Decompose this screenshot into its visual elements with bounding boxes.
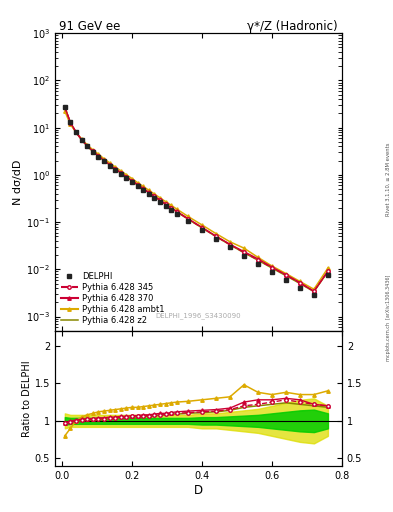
X-axis label: D: D [194,483,203,497]
Legend: DELPHI, Pythia 6.428 345, Pythia 6.428 370, Pythia 6.428 ambt1, Pythia 6.428 z2: DELPHI, Pythia 6.428 345, Pythia 6.428 3… [59,270,166,327]
Text: DELPHI_1996_S3430090: DELPHI_1996_S3430090 [156,312,241,319]
Text: γ*/Z (Hadronic): γ*/Z (Hadronic) [247,20,338,33]
Y-axis label: N dσ/dD: N dσ/dD [13,159,24,205]
Text: Rivet 3.1.10, ≥ 2.8M events: Rivet 3.1.10, ≥ 2.8M events [386,142,391,216]
Text: mcplots.cern.ch  [arXiv:1306.3436]: mcplots.cern.ch [arXiv:1306.3436] [386,274,391,360]
Y-axis label: Ratio to DELPHI: Ratio to DELPHI [22,360,32,437]
Text: 91 GeV ee: 91 GeV ee [59,20,120,33]
